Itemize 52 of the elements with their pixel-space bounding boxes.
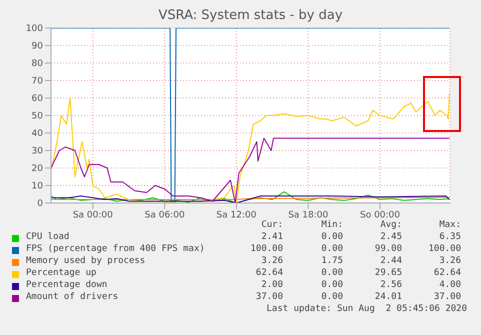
text: 0.00: [320, 292, 343, 302]
text: 2.00: [260, 280, 283, 290]
text: 2.41: [260, 232, 283, 242]
x-tick-label: Sa 12:00: [216, 210, 257, 220]
legend-label: CPU load: [26, 232, 70, 242]
text: 37.00: [254, 292, 283, 302]
text: 62.64: [432, 268, 461, 278]
text: 37.00: [432, 292, 461, 302]
legend-label: Percentage down: [26, 280, 108, 290]
y-tick-label: 90: [32, 42, 44, 52]
y-tick-label: 20: [32, 164, 44, 174]
text: 100.00: [249, 244, 283, 254]
text: 3.26: [260, 256, 283, 266]
x-tick-label: Sa 00:00: [72, 210, 114, 220]
x-tick-label: So 00:00: [360, 210, 400, 220]
text: 3.26: [438, 256, 461, 266]
text: 2.45: [379, 232, 402, 242]
text: 62.64: [254, 268, 283, 278]
text: 1.75: [320, 256, 343, 266]
y-tick-label: 70: [32, 76, 44, 87]
y-tick-label: 0: [37, 199, 44, 210]
text: Cur:: [260, 220, 283, 230]
y-tick-label: 10: [32, 182, 44, 192]
text: 100.00: [427, 244, 461, 254]
y-tick-label: 40: [32, 129, 44, 140]
text: 0.00: [320, 244, 343, 254]
legend-label: FPS (percentage from 400 FPS max): [26, 244, 205, 254]
text: Min:: [320, 220, 343, 230]
text: 0.00: [320, 280, 343, 290]
legend-label: Percentage up: [26, 268, 96, 278]
text: 4.00: [438, 280, 461, 290]
legend-label: Amount of drivers: [26, 292, 118, 302]
text: Max:: [438, 220, 461, 230]
text: 2.44: [379, 256, 402, 266]
y-tick-label: 100: [26, 24, 44, 34]
y-tick-label: 50: [32, 112, 44, 122]
text: 29.65: [374, 268, 402, 278]
chart-title: VSRA: System stats - by day: [157, 8, 344, 23]
text: 0.00: [320, 268, 343, 278]
x-tick-label: Sa 06:00: [144, 210, 185, 220]
y-tick-label: 80: [32, 59, 44, 70]
text: Avg:: [379, 220, 402, 230]
text: 99.00: [374, 244, 402, 254]
legend-label: Memory used by process: [26, 256, 146, 266]
text: 2.56: [379, 280, 402, 290]
y-tick-label: 30: [32, 146, 44, 157]
text: Last update: Sun Aug 2 05:45:06 2020: [266, 304, 467, 314]
text: 0.00: [320, 232, 343, 242]
y-tick-label: 60: [32, 94, 44, 104]
text: 24.01: [374, 292, 402, 302]
x-tick-label: Sa 18:00: [288, 210, 329, 220]
text: 6.35: [438, 232, 461, 242]
